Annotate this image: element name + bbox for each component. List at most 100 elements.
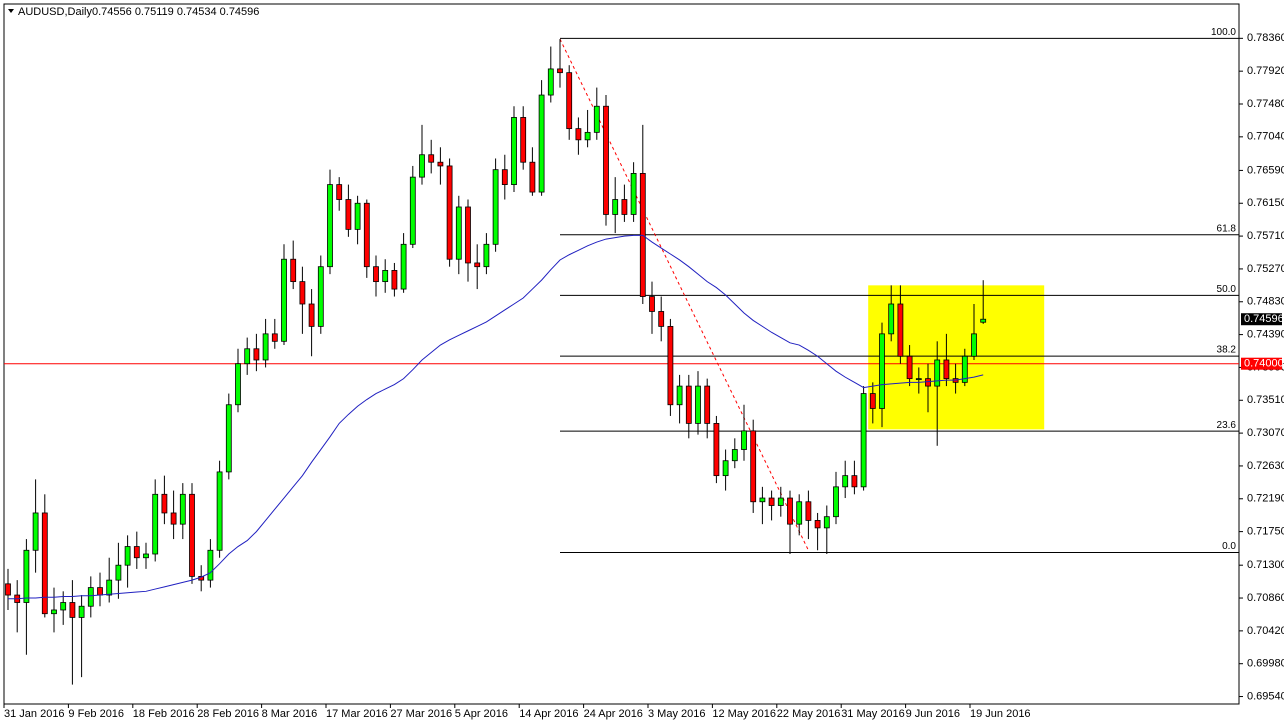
candle-body xyxy=(934,359,941,387)
candle-body xyxy=(557,68,563,74)
x-tick-label: 27 Mar 2016 xyxy=(390,708,452,720)
candle-body xyxy=(317,266,324,327)
y-tick-label: 0.70420 xyxy=(1247,625,1284,637)
candle-body xyxy=(777,497,784,506)
candle-body xyxy=(382,270,389,283)
candle-body xyxy=(961,355,968,383)
plot-frame xyxy=(3,3,1240,705)
candle-body xyxy=(787,497,793,525)
candle-body xyxy=(60,602,67,611)
candle-body xyxy=(695,385,701,424)
x-tick-label: 9 Feb 2016 xyxy=(68,708,124,720)
x-tick-label: 24 Apr 2016 xyxy=(584,708,643,720)
y-tick-label: 0.77040 xyxy=(1247,131,1284,143)
candle-body xyxy=(676,385,683,406)
candle-body xyxy=(851,475,858,488)
candle-body xyxy=(538,94,545,193)
y-tick-label: 0.73510 xyxy=(1247,394,1284,406)
candle-body xyxy=(363,202,370,268)
y-tick-label: 0.76150 xyxy=(1247,197,1284,209)
candle-body xyxy=(244,348,251,365)
candle-body xyxy=(170,512,177,525)
candle-body xyxy=(207,549,214,581)
moving-average xyxy=(8,234,984,600)
candle-body xyxy=(474,262,481,268)
candle-body xyxy=(658,311,665,327)
candle-body xyxy=(759,497,766,503)
candle-body xyxy=(69,602,76,618)
candle-body xyxy=(842,475,849,488)
candle-body xyxy=(216,471,223,551)
y-tick-label: 0.78360 xyxy=(1247,32,1284,44)
x-tick-label: 31 May 2016 xyxy=(841,708,905,720)
candle-body xyxy=(796,501,803,525)
candle-body xyxy=(299,281,306,305)
candle-body xyxy=(906,355,913,380)
candle-body xyxy=(713,423,720,477)
candle-body xyxy=(621,199,628,215)
x-tick-label: 28 Feb 2016 xyxy=(197,708,259,720)
candle-body xyxy=(271,333,278,342)
y-tick-label: 0.75710 xyxy=(1247,230,1284,242)
candle-body xyxy=(943,359,950,380)
y-tick-label: 0.70860 xyxy=(1247,592,1284,604)
y-tick-label: 0.72630 xyxy=(1247,460,1284,472)
x-tick-label: 12 May 2016 xyxy=(712,708,776,720)
candle-body xyxy=(235,363,241,406)
candle-body xyxy=(731,449,738,462)
candle-body xyxy=(520,117,527,163)
x-tick-label: 31 Jan 2016 xyxy=(4,708,65,720)
candle-body xyxy=(704,385,711,424)
fib-label: 38.2 xyxy=(1217,345,1237,356)
candle-body xyxy=(888,303,895,335)
candle-body xyxy=(409,176,416,245)
y-tick-label: 0.74390 xyxy=(1247,329,1284,341)
candle-body xyxy=(584,131,591,141)
fib-label: 0.0 xyxy=(1222,541,1236,552)
candle-body xyxy=(87,587,94,607)
y-tick-label: 0.76590 xyxy=(1247,164,1284,176)
candle-body xyxy=(750,430,757,503)
candle-body xyxy=(879,333,885,409)
hline-price-label: 0.74000 xyxy=(1244,358,1284,370)
candle-body xyxy=(529,161,536,193)
x-tick-label: 14 Apr 2016 xyxy=(519,708,578,720)
candle-body xyxy=(179,493,186,525)
candle-body xyxy=(281,258,287,342)
candle-body xyxy=(5,583,11,596)
candle-body xyxy=(345,199,352,230)
x-tick-label: 8 Mar 2016 xyxy=(262,708,318,720)
candle-body xyxy=(980,318,987,323)
candle-body xyxy=(667,325,674,406)
candle-body xyxy=(161,493,168,514)
candle-body xyxy=(685,385,692,424)
candle-body xyxy=(106,579,113,596)
candle-body xyxy=(41,512,48,615)
candle-body xyxy=(915,378,922,381)
candle-body xyxy=(741,430,747,450)
x-tick-label: 9 Jun 2016 xyxy=(906,708,960,720)
candle-body xyxy=(833,486,839,518)
fib-label: 61.8 xyxy=(1217,223,1237,234)
x-tick-label: 19 Jun 2016 xyxy=(970,708,1031,720)
candle-body xyxy=(501,169,508,185)
candle-body xyxy=(290,258,297,283)
candle-body xyxy=(143,553,149,559)
candle-body xyxy=(262,333,269,361)
candle-body xyxy=(612,199,619,215)
candle-body xyxy=(225,404,232,473)
candle-body xyxy=(428,154,435,163)
y-tick-label: 0.69980 xyxy=(1247,658,1284,670)
x-tick-label: 5 Apr 2016 xyxy=(455,708,508,720)
candle-body xyxy=(869,393,876,409)
candle-body xyxy=(805,501,812,521)
x-tick-label: 18 Feb 2016 xyxy=(133,708,195,720)
candle-body xyxy=(400,243,407,290)
y-tick-label: 0.74830 xyxy=(1247,296,1284,308)
candle-body xyxy=(115,564,122,581)
y-tick-label: 0.71750 xyxy=(1247,526,1284,538)
y-tick-label: 0.77480 xyxy=(1247,98,1284,110)
candle-body xyxy=(603,105,609,215)
candle-body xyxy=(336,184,343,200)
